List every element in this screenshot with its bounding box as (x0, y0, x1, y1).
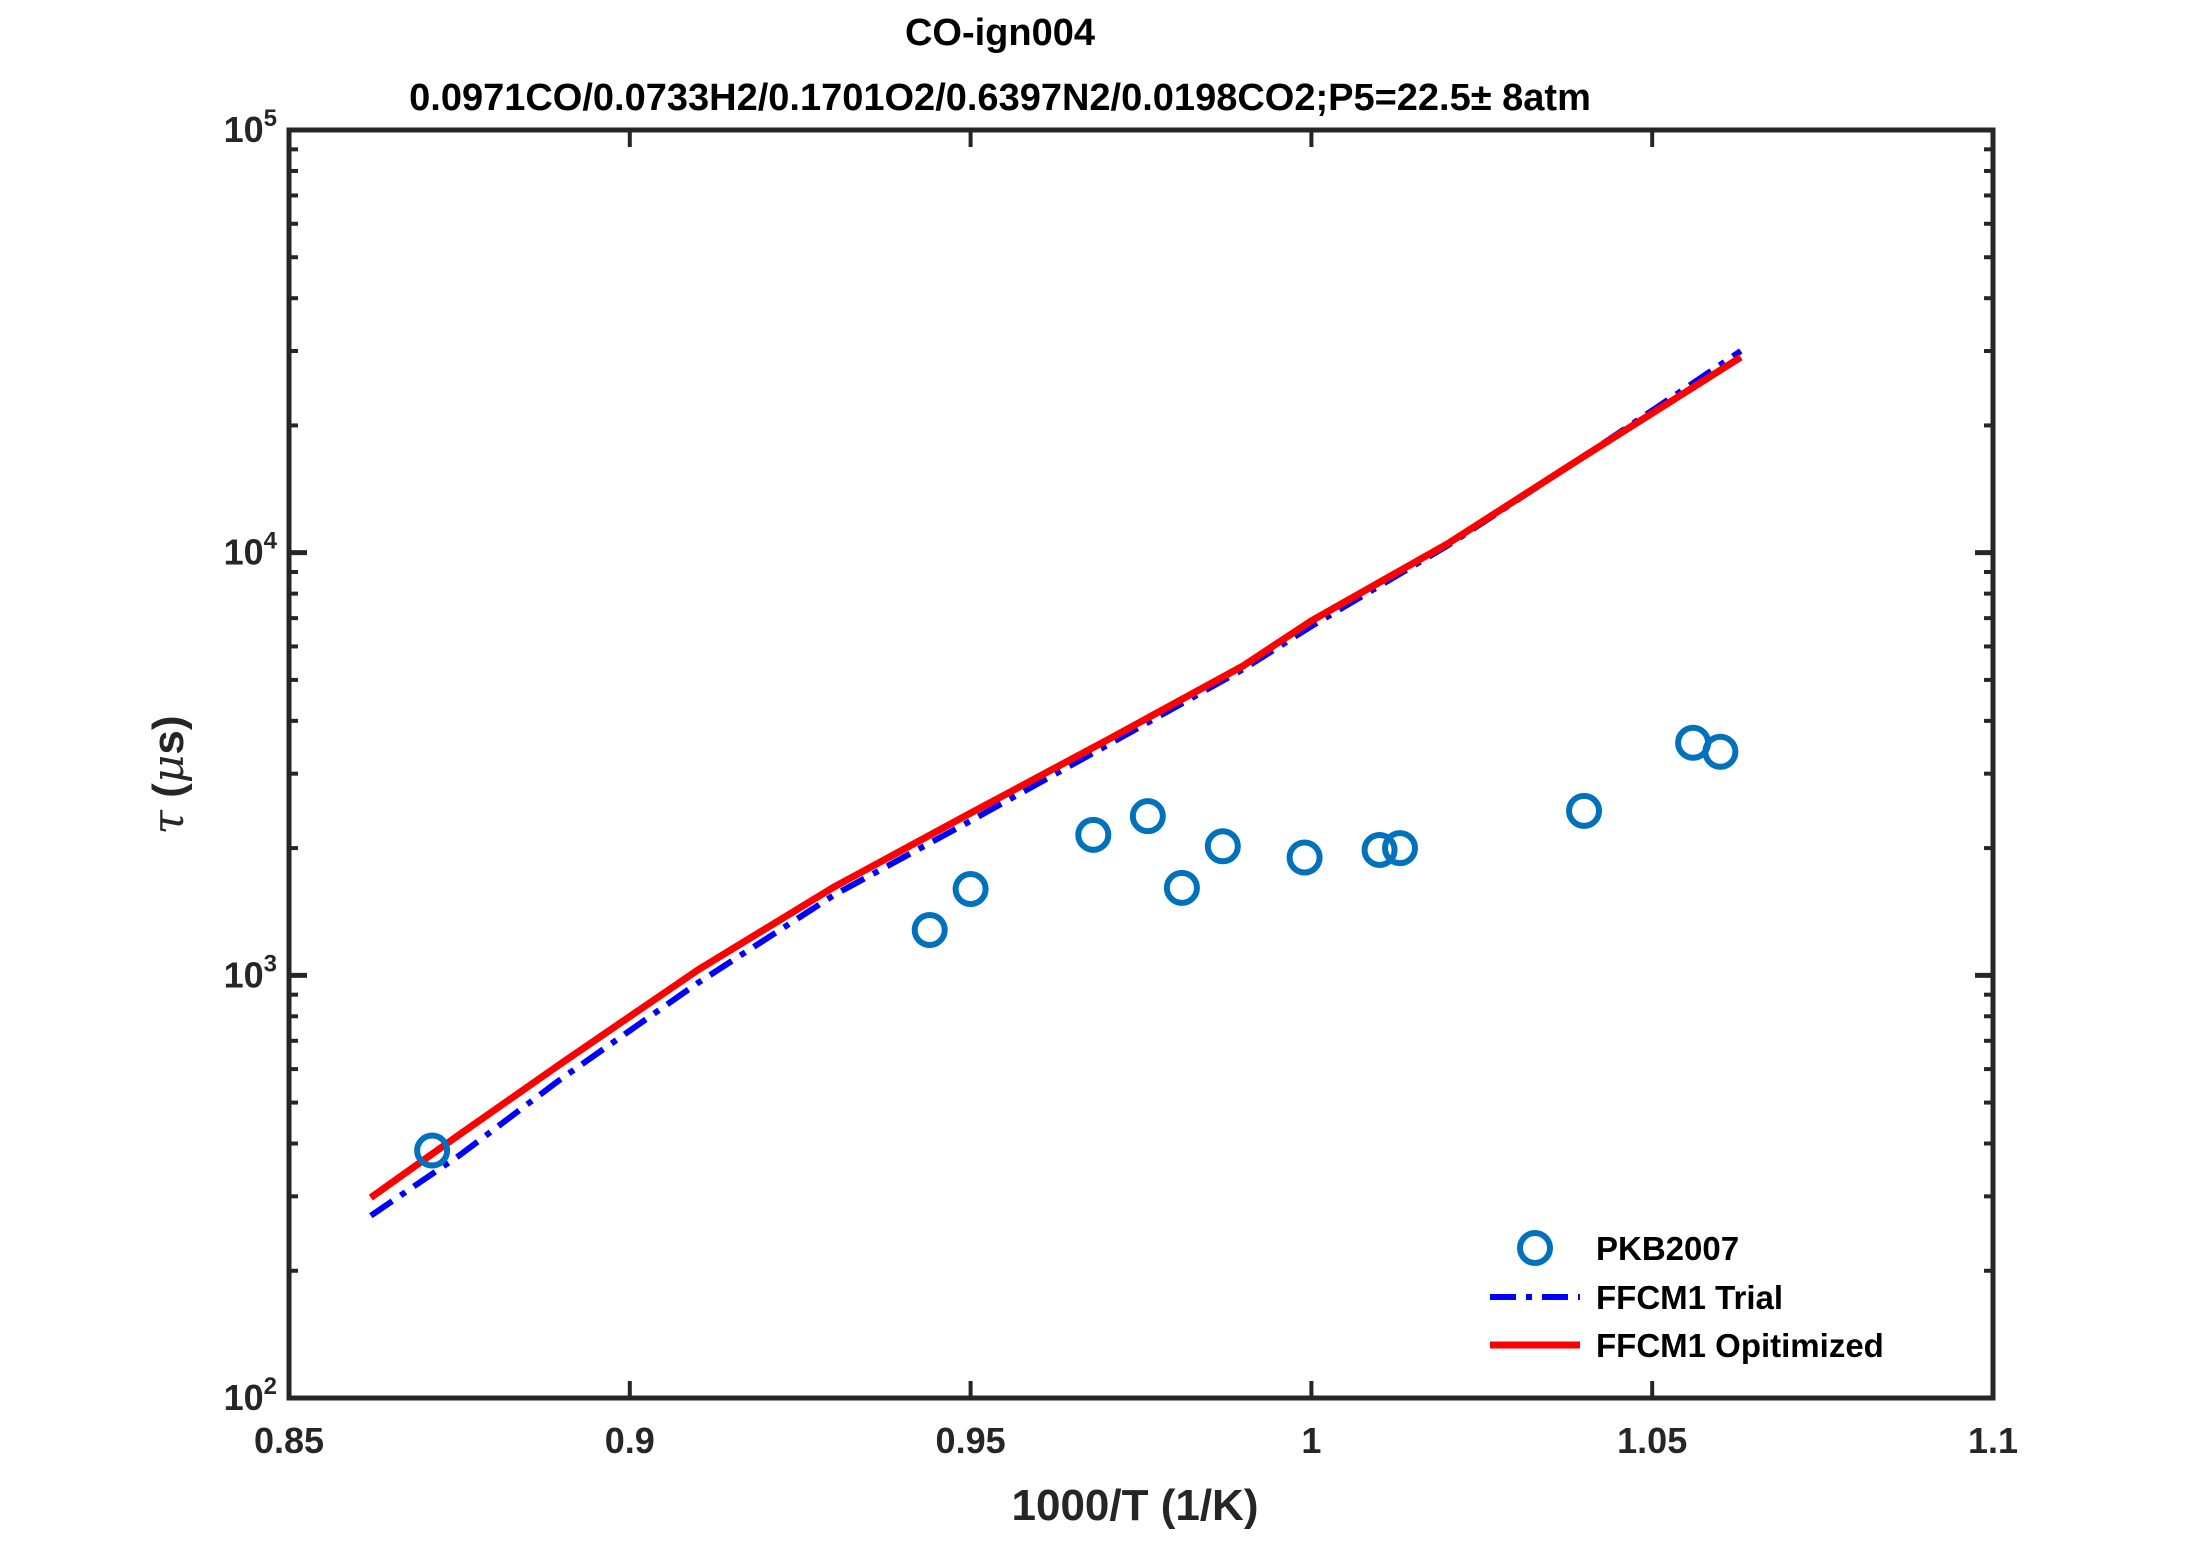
data-point (911, 912, 948, 949)
y-axis-label: τ (μs) (143, 716, 194, 835)
legend-label: FFCM1 Trial (1596, 1279, 1783, 1316)
y-axis-label-close: s) (144, 716, 193, 755)
legend-label: PKB2007 (1596, 1230, 1739, 1267)
y-tick-labels: 102 103 104 105 (224, 105, 278, 1418)
data-point (1286, 839, 1323, 876)
x-tick-label: 0.85 (254, 1420, 324, 1461)
chart-title: CO-ign004 (905, 12, 1095, 54)
y-tick-label: 102 (224, 1373, 277, 1418)
series-line-ffcm1-trial (369, 348, 1743, 1219)
x-tick-label: 1.05 (1617, 1420, 1687, 1461)
chart-subtitle: 0.0971CO/0.0733H2/0.1701O2/0.6397N2/0.01… (409, 77, 1591, 119)
y-axis-mu-symbol: μ (143, 755, 194, 784)
data-point (1361, 831, 1398, 868)
data-point (952, 871, 989, 908)
x-tick-label: 1 (1301, 1420, 1321, 1461)
legend-marker (1517, 1230, 1553, 1266)
data-point (1566, 792, 1603, 829)
data-point (1129, 798, 1166, 835)
data-point (1163, 869, 1200, 906)
data-point (414, 1132, 451, 1169)
y-axis-tau-symbol: τ (143, 809, 194, 834)
legend-label: FFCM1 Opitimized (1596, 1327, 1884, 1364)
x-tick-label: 1.1 (1968, 1420, 2018, 1461)
x-tick-label: 0.95 (936, 1420, 1006, 1461)
y-tick-label: 103 (224, 950, 277, 995)
x-tick-labels: 0.85 0.9 0.95 1 1.05 1.1 (254, 1420, 2018, 1461)
series-line-ffcm1-opitimized (368, 354, 1743, 1201)
y-tick-label: 105 (224, 105, 277, 150)
data-point (1702, 733, 1739, 770)
axes-box (286, 127, 1996, 1401)
legend: PKB2007 FFCM1 Trial FFCM1 Opitimized (1490, 1230, 1884, 1364)
x-axis-label: 1000/T (1/K) (1012, 1481, 1259, 1530)
plot-series (368, 348, 1743, 1219)
data-point (1382, 830, 1419, 867)
data-point (1075, 816, 1112, 853)
y-tick-label: 104 (224, 528, 278, 573)
x-tick-label: 0.9 (605, 1420, 655, 1461)
data-point (1204, 828, 1241, 865)
y-axis-label-open: ( (144, 783, 193, 810)
